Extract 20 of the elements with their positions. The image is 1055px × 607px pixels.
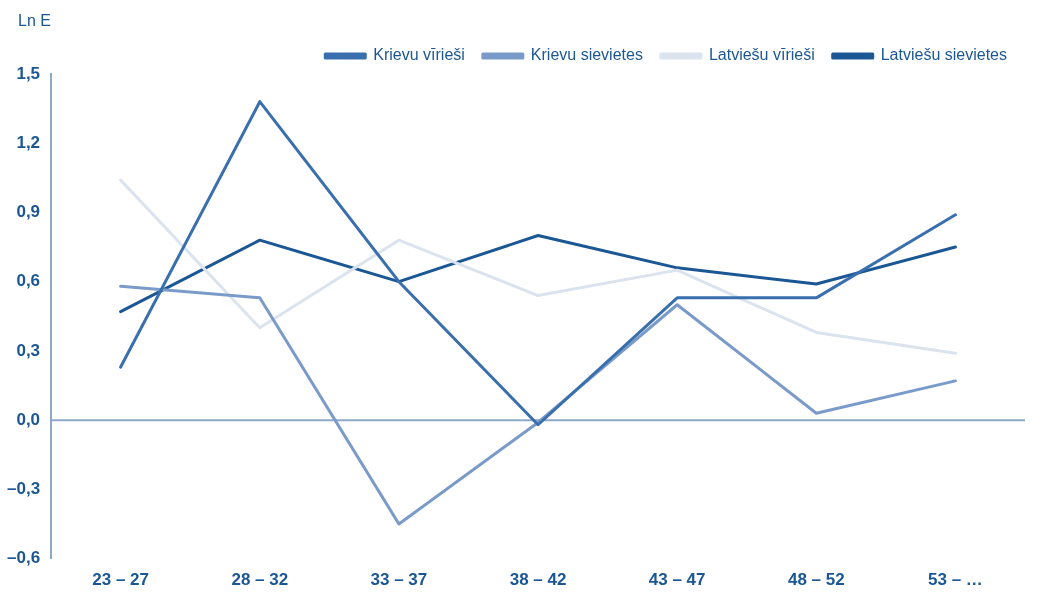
- x-tick-label: 28 – 32: [231, 570, 289, 590]
- y-axis-title: Ln E: [18, 12, 51, 30]
- legend-label: Krievu vīrieši: [373, 46, 465, 64]
- x-tick-label: 53 – …: [928, 570, 983, 590]
- y-tick-label: 1,2: [16, 132, 41, 152]
- legend-label: Latviešu sievietes: [880, 46, 1008, 64]
- legend-label: Latviešu vīrieši: [708, 46, 815, 64]
- x-tick-label: 23 – 27: [92, 570, 150, 590]
- legend-label: Krievu sievietes: [530, 46, 643, 64]
- y-tick-label: 0,6: [16, 271, 41, 291]
- y-tick-label: 0,0: [16, 409, 41, 429]
- y-tick-label: 1,5: [16, 63, 41, 83]
- y-tick-label: –0,3: [6, 479, 41, 499]
- x-tick-label: 48 – 52: [787, 570, 845, 590]
- x-tick-label: 43 – 47: [648, 570, 706, 590]
- x-tick-label: 38 – 42: [509, 570, 567, 590]
- y-tick-label: –0,6: [6, 548, 41, 568]
- y-tick-label: 0,9: [16, 202, 41, 222]
- y-tick-label: 0,3: [16, 340, 41, 360]
- x-tick-label: 33 – 37: [370, 570, 428, 590]
